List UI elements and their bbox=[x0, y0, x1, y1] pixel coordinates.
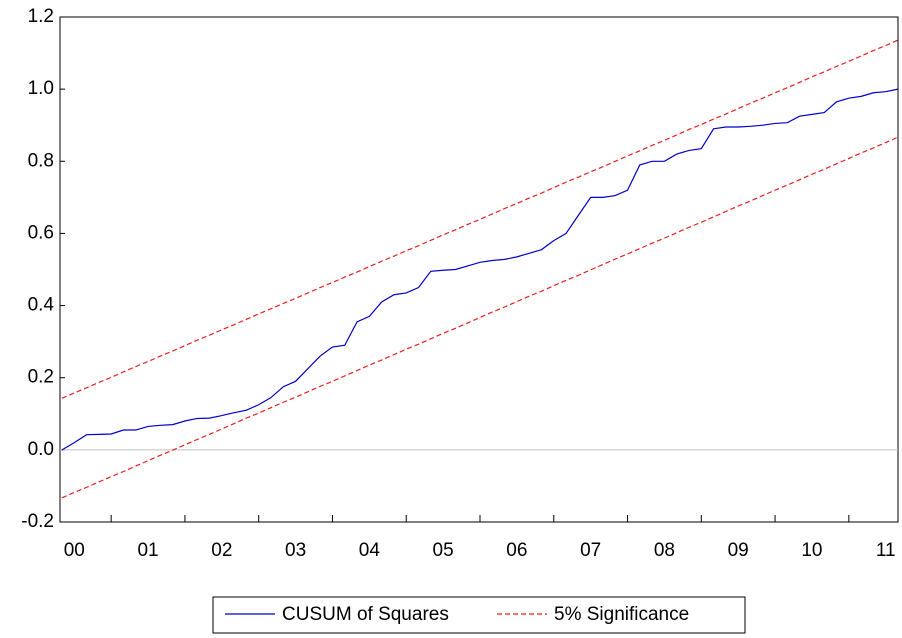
y-tick-label: 1.2 bbox=[28, 6, 54, 27]
x-tick-label: 11 bbox=[876, 540, 896, 561]
x-tick-label: 00 bbox=[64, 540, 85, 561]
y-tick-label: 1.0 bbox=[28, 78, 54, 99]
y-tick-label: 0.0 bbox=[28, 439, 54, 460]
x-tick-label: 05 bbox=[433, 540, 454, 561]
legend-box bbox=[212, 596, 746, 634]
y-tick-label: 0.2 bbox=[28, 367, 54, 388]
y-tick-label: 0.6 bbox=[28, 222, 54, 243]
x-tick-label: 04 bbox=[359, 540, 381, 561]
legend-label: CUSUM of Squares bbox=[282, 604, 449, 625]
series-line bbox=[61, 88, 899, 451]
x-tick-label: 03 bbox=[285, 540, 306, 561]
plot-frame bbox=[59, 16, 899, 523]
x-tick-label: 07 bbox=[580, 540, 601, 561]
series-line-lower bbox=[61, 136, 899, 499]
x-tick-label: 01 bbox=[137, 540, 158, 561]
legend-label: 5% Significance bbox=[554, 604, 689, 625]
x-tick-label: 10 bbox=[801, 540, 822, 561]
x-tick-label: 06 bbox=[506, 540, 527, 561]
series-line bbox=[61, 39, 899, 399]
y-tick-label: -0.2 bbox=[21, 511, 54, 532]
x-tick-label: 02 bbox=[211, 540, 232, 561]
x-tick-label: 08 bbox=[654, 540, 675, 561]
x-tick-label: 09 bbox=[728, 540, 749, 561]
y-tick-label: 0.4 bbox=[28, 295, 55, 316]
y-tick-label: 0.8 bbox=[28, 150, 54, 171]
